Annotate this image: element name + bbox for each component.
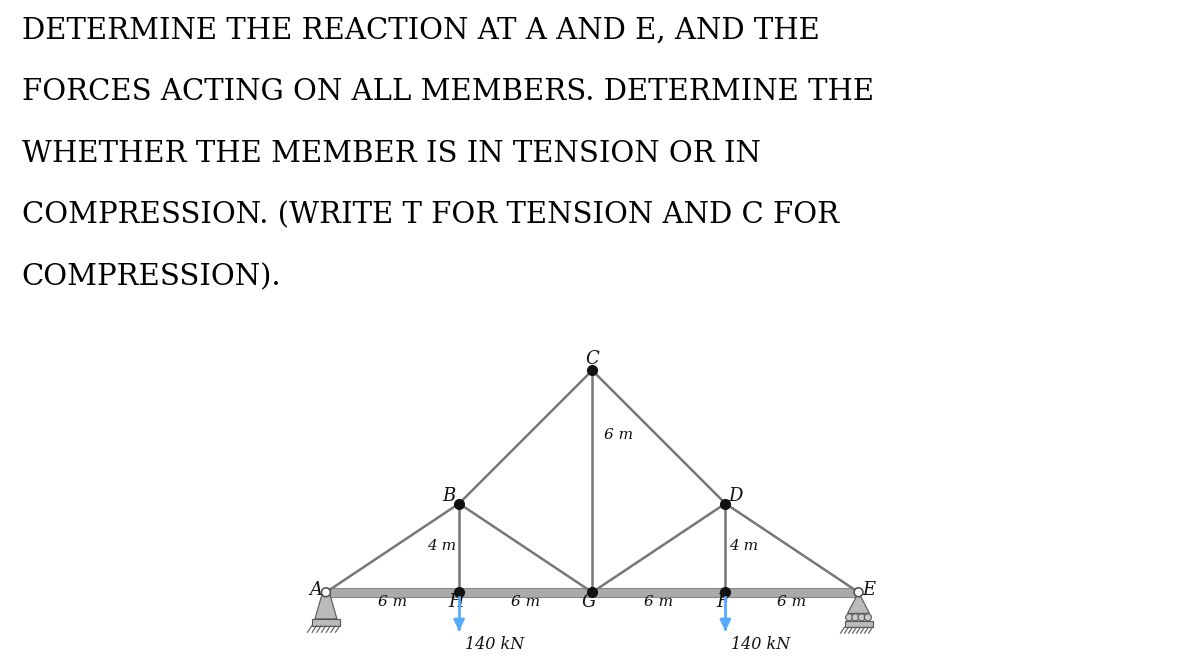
Text: 140 kN: 140 kN <box>464 636 524 653</box>
Text: 6 m: 6 m <box>778 595 806 609</box>
Text: H: H <box>448 592 463 610</box>
Circle shape <box>854 588 863 597</box>
Polygon shape <box>314 592 337 619</box>
Text: D: D <box>728 487 743 505</box>
Polygon shape <box>326 588 858 597</box>
Polygon shape <box>845 621 872 627</box>
Text: E: E <box>862 581 875 598</box>
Text: 4 m: 4 m <box>728 539 757 553</box>
Text: DETERMINE THE REACTION AT A AND E, AND THE: DETERMINE THE REACTION AT A AND E, AND T… <box>22 17 820 45</box>
Polygon shape <box>847 592 870 613</box>
Text: C: C <box>586 350 599 369</box>
Circle shape <box>864 614 871 621</box>
Text: COMPRESSION. (WRITE T FOR TENSION AND C FOR: COMPRESSION. (WRITE T FOR TENSION AND C … <box>22 202 839 230</box>
Polygon shape <box>312 619 340 626</box>
Text: FORCES ACTING ON ALL MEMBERS. DETERMINE THE: FORCES ACTING ON ALL MEMBERS. DETERMINE … <box>22 78 874 107</box>
Circle shape <box>322 588 330 597</box>
Text: 140 kN: 140 kN <box>731 636 790 653</box>
Circle shape <box>858 614 865 621</box>
Text: 6 m: 6 m <box>511 595 540 609</box>
Text: 4 m: 4 m <box>427 539 456 553</box>
Text: G: G <box>582 592 596 610</box>
Text: 6 m: 6 m <box>378 595 407 609</box>
Text: 6 m: 6 m <box>605 427 634 442</box>
Text: 6 m: 6 m <box>644 595 673 609</box>
Text: A: A <box>310 581 323 598</box>
Text: F: F <box>716 592 728 610</box>
Text: COMPRESSION).: COMPRESSION). <box>22 263 281 291</box>
Text: B: B <box>443 487 456 505</box>
Text: WHETHER THE MEMBER IS IN TENSION OR IN: WHETHER THE MEMBER IS IN TENSION OR IN <box>22 140 761 168</box>
Circle shape <box>852 614 859 621</box>
Circle shape <box>846 614 853 621</box>
